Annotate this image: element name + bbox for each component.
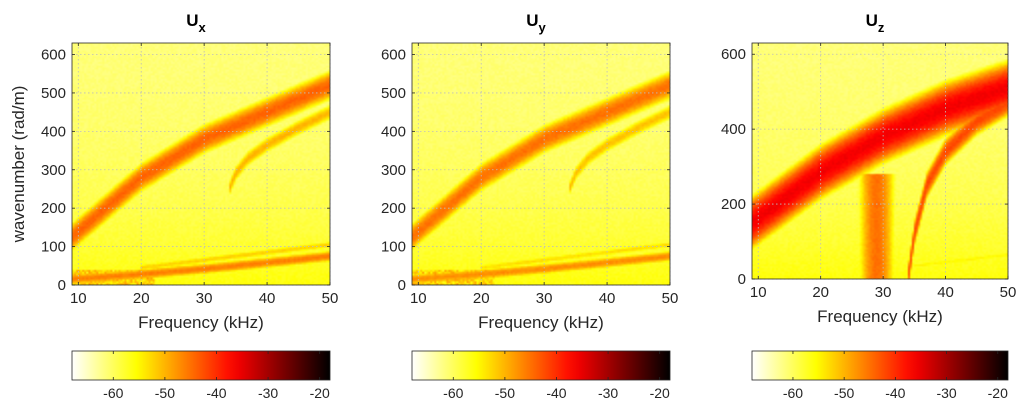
colorbar-tick-label: -40 <box>885 385 905 401</box>
chart-title-subscript: z <box>878 20 885 35</box>
colorbar-tick-label: -20 <box>650 385 670 401</box>
axes-box <box>71 42 331 286</box>
colorbar-tick-label: -40 <box>546 385 566 401</box>
chart-title-subscript: y <box>539 20 547 35</box>
x-tick-label: 40 <box>937 284 954 301</box>
x-tick-label: 40 <box>599 290 616 307</box>
x-tick-label: 50 <box>662 290 679 307</box>
y-tick-label: 100 <box>381 239 406 256</box>
x-axis-label: Frequency (kHz) <box>478 313 604 332</box>
colorbar <box>411 350 671 381</box>
x-tick-label: 30 <box>875 284 892 301</box>
colorbar-tick-label: -50 <box>495 385 515 401</box>
x-tick-label: 10 <box>70 290 87 307</box>
y-tick-label: 400 <box>381 123 406 140</box>
chart-title-main: U <box>186 11 198 30</box>
y-tick-label: 600 <box>41 47 66 64</box>
colorbar-tick-label: -50 <box>834 385 854 401</box>
y-axis-label: wavenumber (rad/m) <box>9 86 28 244</box>
heatmap-image <box>72 43 330 285</box>
y-tick-label: 0 <box>398 277 406 294</box>
colorbar-tick-label: -60 <box>103 385 123 401</box>
y-tick-label: 0 <box>58 277 66 294</box>
y-tick-label: 500 <box>41 85 66 102</box>
x-tick-label: 50 <box>322 290 339 307</box>
x-tick-label: 30 <box>536 290 553 307</box>
y-tick-label: 300 <box>41 162 66 179</box>
y-tick-label: 300 <box>381 162 406 179</box>
chart-title-subscript: x <box>199 20 207 35</box>
colorbar-tick-label: -40 <box>206 385 226 401</box>
colorbar-tick-label: -50 <box>155 385 175 401</box>
chart-title: Ux <box>186 11 206 35</box>
axes-box <box>411 42 671 286</box>
y-tick-label: 500 <box>381 85 406 102</box>
x-axis-label: Frequency (kHz) <box>817 307 943 326</box>
colorbar-tick-label: -60 <box>783 385 803 401</box>
chart-title: Uy <box>526 11 546 35</box>
colorbar-tick-label: -30 <box>598 385 618 401</box>
y-tick-label: 600 <box>721 46 746 63</box>
x-axis-label: Frequency (kHz) <box>138 313 264 332</box>
colorbar <box>751 350 1009 381</box>
y-tick-label: 0 <box>738 271 746 288</box>
x-tick-label: 20 <box>812 284 829 301</box>
x-tick-label: 20 <box>473 290 490 307</box>
chart-title-main: U <box>526 11 538 30</box>
panel-3: 10 20 30 40 50 0 200 400 600 Frequency (kHz) Uz -60… <box>721 11 1016 401</box>
x-tick-label: 30 <box>196 290 213 307</box>
axes-box <box>751 42 1009 280</box>
colorbar-tick-label: -60 <box>443 385 463 401</box>
colorbar-tick-label: -30 <box>936 385 956 401</box>
colorbar-tick-label: -20 <box>310 385 330 401</box>
x-tick-label: 20 <box>133 290 150 307</box>
chart-title-main: U <box>866 11 878 30</box>
x-tick-label: 40 <box>259 290 276 307</box>
y-tick-label: 400 <box>41 123 66 140</box>
colorbar <box>71 350 331 381</box>
heatmap-image <box>412 43 670 285</box>
y-tick-label: 600 <box>381 47 406 64</box>
y-tick-label: 400 <box>721 121 746 138</box>
y-tick-label: 200 <box>381 200 406 217</box>
y-tick-label: 200 <box>41 200 66 217</box>
x-tick-label: 10 <box>750 284 767 301</box>
x-tick-label: 10 <box>410 290 427 307</box>
heatmap-image <box>752 43 1008 279</box>
colorbar-tick-label: -20 <box>988 385 1008 401</box>
y-tick-label: 100 <box>41 239 66 256</box>
chart-title: Uz <box>866 11 885 35</box>
x-tick-label: 50 <box>1000 284 1017 301</box>
colorbar-tick-label: -30 <box>258 385 278 401</box>
y-tick-label: 200 <box>721 196 746 213</box>
